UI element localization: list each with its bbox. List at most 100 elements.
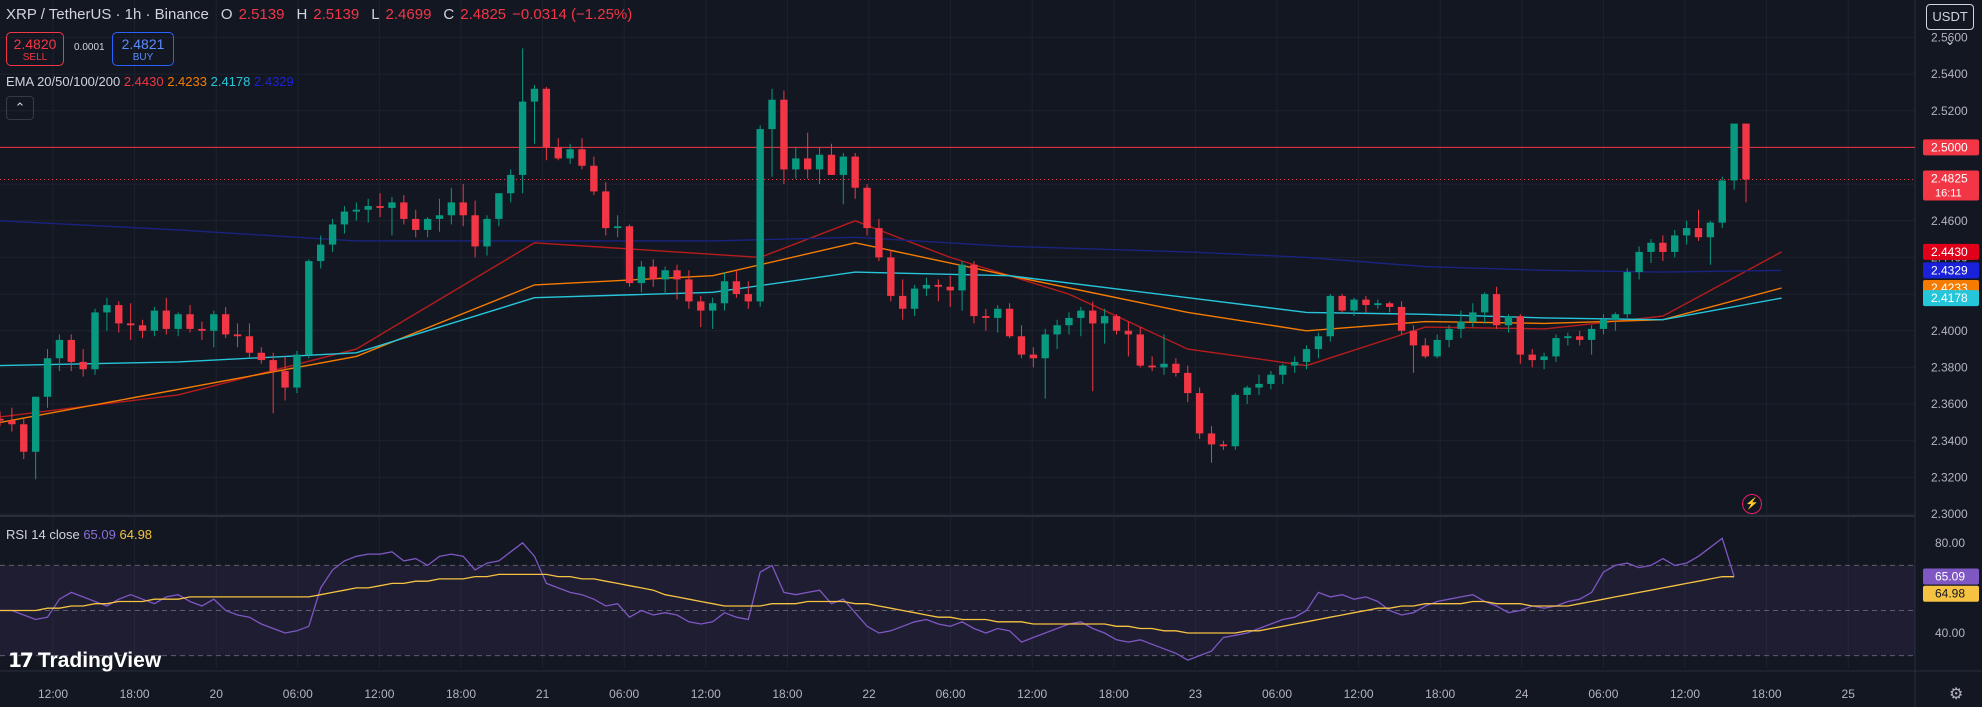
candle-up <box>1433 339 1441 357</box>
ema-legend-label: EMA 20/50/100/200 <box>6 74 121 89</box>
rsi-legend[interactable]: RSI 14 close 65.09 64.98 <box>6 527 152 542</box>
high-value: 2.5139 <box>313 6 360 23</box>
candle-down <box>554 147 562 159</box>
currency-selector[interactable]: USDT ⌄ <box>1926 4 1974 48</box>
time-tick-label: 06:00 <box>609 687 639 701</box>
candle-up <box>31 396 40 452</box>
candle-down <box>1136 334 1144 366</box>
candle-down <box>1172 363 1180 373</box>
currency-label: USDT <box>1932 9 1968 24</box>
candle-down <box>412 218 420 230</box>
flash-icon[interactable]: ⚡ <box>1742 494 1762 514</box>
symbol-title[interactable]: XRP / TetherUS · 1h · Binance <box>6 6 209 23</box>
rsi-ma-line <box>0 573 1735 634</box>
buy-label: BUY <box>132 51 154 63</box>
candle-up <box>1255 383 1263 388</box>
candle-down <box>1385 303 1394 307</box>
candle-down <box>732 281 741 295</box>
candle-up <box>483 218 491 247</box>
candle-down <box>245 336 254 353</box>
candle-up <box>1100 316 1109 324</box>
candle-down <box>138 325 147 331</box>
candle-up <box>55 339 64 359</box>
chevron-down-icon: ⌄ <box>1944 33 1956 48</box>
candle-down <box>471 215 479 247</box>
price-badge-label: 2.4825 <box>1931 172 1968 186</box>
candle-up <box>1599 319 1608 329</box>
low-label: L <box>371 6 380 23</box>
rsi-ma-badge <box>1923 585 1979 602</box>
candle-up <box>994 308 1002 318</box>
candle-up <box>756 129 764 302</box>
candle-up <box>447 202 456 216</box>
price-tick-label: 2.4000 <box>1931 324 1968 338</box>
candle-up <box>1647 242 1655 252</box>
candle-down <box>1017 336 1026 355</box>
price-tick-label: 2.3400 <box>1931 434 1968 448</box>
candle-down <box>934 284 943 287</box>
candle-down <box>221 314 230 335</box>
tradingview-logo: 𝟭𝟳 TradingView <box>8 648 161 673</box>
ema50-value: 2.4233 <box>167 74 207 89</box>
rsi-tick-label: 80.00 <box>1935 536 1965 550</box>
candle-down <box>257 352 265 361</box>
price-badge <box>1923 243 1979 260</box>
candle-up <box>1730 123 1738 181</box>
candle-up <box>958 264 966 291</box>
price-badge-label: 2.4329 <box>1931 263 1968 277</box>
candle-up <box>1706 222 1715 238</box>
spread-value: 0.0001 <box>74 42 105 53</box>
candle-up <box>910 288 919 309</box>
candle-down <box>673 270 681 280</box>
candle-down <box>602 191 610 229</box>
candle-down <box>1148 365 1156 368</box>
candle-down <box>697 301 705 311</box>
candle-up <box>1041 334 1049 359</box>
candle-down <box>744 294 752 302</box>
time-tick-label: 20 <box>210 687 224 701</box>
candle-up <box>1053 325 1061 335</box>
candle-down <box>1492 294 1501 326</box>
candle-up <box>91 312 99 370</box>
ema-legend[interactable]: EMA 20/50/100/200 2.4430 2.4233 2.4178 2… <box>6 74 294 89</box>
candle-up <box>1671 235 1679 252</box>
brand-name: TradingView <box>37 648 162 672</box>
candle-down <box>542 88 551 148</box>
candle-down <box>20 424 28 452</box>
candle-up <box>388 202 396 208</box>
buy-button[interactable]: 2.4821 BUY <box>112 32 174 66</box>
rsi-line <box>0 537 1735 661</box>
candle-down <box>780 99 788 170</box>
candle-up <box>1077 310 1085 318</box>
candle-down <box>1421 345 1429 357</box>
candle-down <box>1694 228 1703 238</box>
time-tick-label: 18:00 <box>1752 687 1782 701</box>
candle-down <box>946 286 954 291</box>
candle-up <box>1623 272 1631 315</box>
gear-icon[interactable]: ⚙ <box>1949 686 1964 703</box>
candle-up <box>317 244 325 262</box>
candle-up <box>1279 365 1287 375</box>
collapse-legend-button[interactable]: ⌃ <box>6 96 34 120</box>
candle-down <box>269 360 277 372</box>
candle-down <box>578 149 586 166</box>
price-badge <box>1923 170 1979 201</box>
sell-button[interactable]: 2.4820 SELL <box>6 32 64 66</box>
candle-up <box>530 88 539 102</box>
sell-label: SELL <box>22 51 48 63</box>
time-tick-label: 12:00 <box>1344 687 1374 701</box>
candle-up <box>1445 328 1453 340</box>
time-tick-label: 18:00 <box>1099 687 1129 701</box>
candle-down <box>851 156 859 188</box>
candle-down <box>875 228 883 258</box>
candle-down <box>8 420 16 425</box>
candle-up <box>423 218 432 230</box>
candle-up <box>637 266 646 284</box>
candle-down <box>233 334 242 337</box>
candle-up <box>340 211 349 225</box>
time-tick-label: 18:00 <box>120 687 150 701</box>
candle-up <box>1457 321 1465 329</box>
time-tick-label: 23 <box>1189 687 1203 701</box>
price-tick-label: 2.5400 <box>1931 67 1968 81</box>
